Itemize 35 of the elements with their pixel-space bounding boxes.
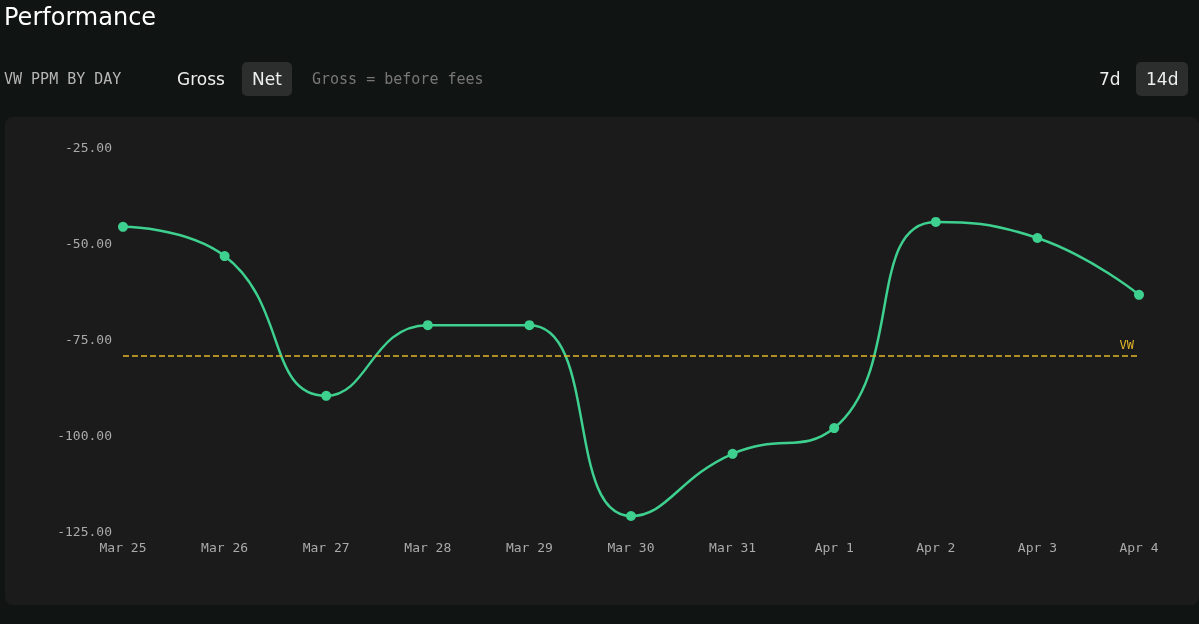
point	[321, 390, 332, 401]
text: Gross = before fees	[312, 70, 484, 88]
x-tick-label: Apr 3	[1017, 540, 1057, 555]
x-tick-label: Apr 4	[1119, 540, 1159, 555]
x-tick-label: Mar 29	[505, 540, 553, 555]
x-tick-label: Mar 31	[709, 540, 757, 555]
text: Gross	[176, 68, 226, 91]
y-tick-label: -100.00	[57, 427, 112, 443]
point	[1134, 289, 1144, 300]
y-tick-label: -125.00	[57, 523, 112, 539]
point	[1032, 233, 1043, 244]
point	[930, 216, 941, 227]
point	[727, 448, 738, 459]
chart-title: Performance	[4, 3, 157, 31]
point	[524, 320, 535, 331]
x-tick-label: Mar 25	[99, 540, 147, 555]
x-tick-label: Mar 30	[607, 540, 655, 555]
text: 7d	[1098, 68, 1122, 91]
y-tick-label: -75.00	[65, 331, 112, 347]
y-tick-label: -50.00	[65, 235, 112, 251]
point	[626, 511, 636, 522]
x-tick-label: Apr 2	[916, 540, 956, 555]
ref-line-label: VW	[1119, 337, 1135, 352]
y-tick-label: -25.00	[65, 139, 112, 155]
x-tick-label: Mar 26	[201, 540, 249, 555]
point	[422, 320, 433, 331]
text: 14d	[1136, 62, 1189, 96]
x-tick-label: Mar 28	[404, 540, 452, 555]
x-tick-label: Mar 27	[302, 540, 350, 555]
text: Net	[242, 62, 292, 96]
point	[829, 423, 840, 434]
point	[118, 221, 128, 232]
chart-subtitle: VW PPM BY DAY	[4, 70, 122, 88]
x-tick-label: Apr 1	[814, 540, 854, 555]
point	[219, 251, 230, 262]
